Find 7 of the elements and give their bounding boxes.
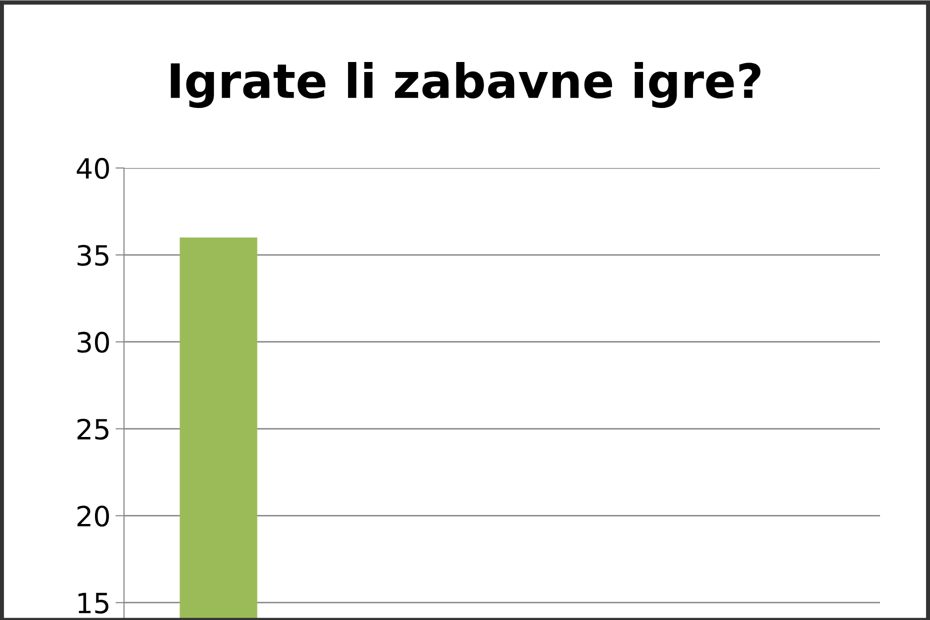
y-tick-label: 15 (78, 592, 108, 614)
y-tick-label: 25 (77, 418, 108, 440)
y-tick-label: 35 (78, 244, 108, 266)
chart-title: Igrate li zabavne igre? (170, 62, 760, 108)
y-tick-label: 30 (78, 332, 109, 353)
y-tick-label: 20 (77, 506, 109, 527)
y-tick-label: 40 (76, 158, 109, 179)
